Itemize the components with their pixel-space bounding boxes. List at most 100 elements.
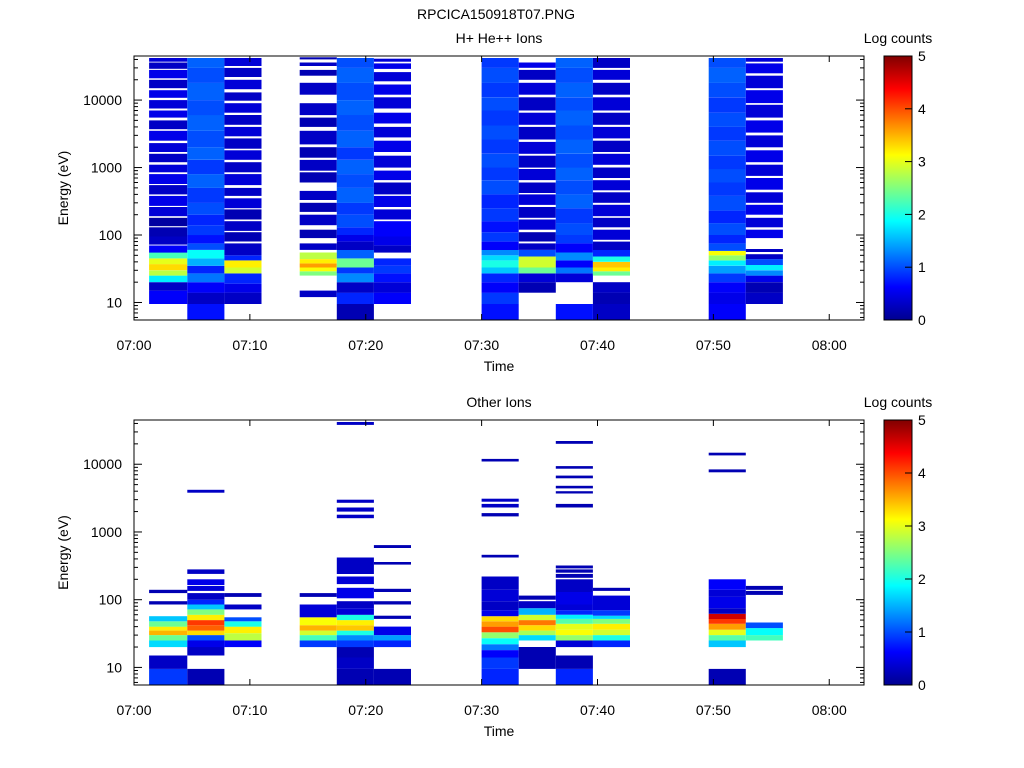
heatmap-cell [187, 174, 225, 188]
x-axis: 07:00 07:10 07:20 07:30 07:40 07:50 08:00 [116, 420, 847, 718]
heatmap-cell [224, 79, 262, 90]
heatmap-cell [336, 258, 374, 268]
y-axis-label: Energy (eV) [55, 151, 71, 226]
heatmap-cell [481, 616, 519, 622]
panel-title: Other Ions [466, 394, 531, 410]
heatmap-cell [481, 657, 519, 669]
heatmap-cell [149, 236, 188, 245]
heatmap-cell [708, 255, 746, 261]
heatmap-cell [518, 273, 556, 283]
heatmap-cell [518, 82, 556, 95]
heatmap-cell [149, 264, 188, 271]
heatmap-cell [373, 562, 411, 565]
heatmap-cell [592, 635, 630, 641]
heatmap-cell [518, 595, 556, 600]
heatmap-cell [336, 499, 374, 503]
heatmap-cell [149, 589, 188, 594]
heatmap-cell [224, 162, 262, 173]
heatmap-cell [187, 604, 225, 610]
figure-title: RPCICA150918T07.PNG [417, 6, 575, 22]
heatmap-cell [149, 601, 188, 605]
x-tick-label: 07:20 [348, 337, 383, 353]
heatmap-cell [373, 626, 411, 636]
heatmap-cell [299, 147, 337, 158]
heatmap-cell [592, 587, 630, 591]
heatmap-cell [187, 599, 225, 605]
heatmap-cell [336, 657, 374, 669]
heatmap-cell [555, 194, 593, 209]
heatmap-cell [592, 140, 630, 152]
heatmap-cell [592, 82, 630, 95]
heatmap-cell [708, 282, 746, 293]
heatmap-cell [555, 58, 593, 68]
heatmap-cell [336, 58, 374, 68]
heatmap-cell [149, 275, 188, 283]
heatmap-cell [555, 604, 593, 611]
heatmap-cell [336, 625, 374, 631]
heatmap-cell [555, 565, 593, 569]
heatmap-cell [708, 169, 746, 183]
heatmap-cell [336, 82, 374, 100]
heatmap-cell [518, 635, 556, 641]
heatmap-cell [299, 625, 337, 631]
heatmap-cell [708, 579, 746, 590]
heatmap-cell [149, 616, 188, 622]
heatmap-cell [481, 67, 519, 83]
heatmap-cell [708, 195, 746, 211]
heatmap-cell [555, 623, 593, 630]
heatmap-cell [481, 668, 519, 685]
heatmap-cell [708, 292, 746, 304]
heatmap-cell [592, 126, 630, 139]
heatmap-cell [224, 115, 262, 125]
heatmap-cell [708, 251, 746, 256]
heatmap-cell [149, 282, 188, 291]
x-axis-label: Time [484, 723, 515, 739]
heatmap-cell [373, 126, 411, 138]
heatmap-cell [149, 621, 188, 627]
heatmap-cell [745, 90, 783, 104]
panel-other-ions: Other Ions 07:00 07:10 07:20 07:30 07:40 07:50… [55, 394, 932, 739]
heatmap-cell [187, 225, 225, 236]
heatmap-cell [745, 635, 783, 641]
heatmap-cell [708, 182, 746, 196]
heatmap-cell [187, 630, 225, 636]
heatmap-cell [149, 252, 188, 259]
heatmap-cell [518, 647, 556, 658]
heatmap-cell [373, 265, 411, 274]
heatmap-cell [708, 155, 746, 170]
heatmap-cell [708, 618, 746, 624]
heatmap-cell [336, 115, 374, 131]
heatmap-cell [481, 621, 519, 627]
heatmap-cell [745, 628, 783, 636]
x-tick-label: 07:50 [696, 337, 731, 353]
heatmap-cell [481, 644, 519, 651]
panel-title: H+ He++ Ions [456, 30, 543, 46]
heatmap-cell [745, 585, 783, 590]
heatmap-cell [592, 261, 630, 268]
heatmap-cell [187, 243, 225, 250]
heatmap-cell [518, 232, 556, 242]
heatmap-cell [299, 159, 337, 171]
heatmap-cell [555, 153, 593, 168]
heatmap-cell [518, 657, 556, 669]
heatmap-cell [518, 625, 556, 631]
colorbar-tick-label: 0 [918, 312, 926, 328]
heatmap-cell [149, 668, 188, 685]
heatmap-cell [373, 236, 411, 246]
y-tick-label: 10000 [83, 92, 122, 108]
heatmap-cell [149, 120, 188, 130]
heatmap-cell [299, 635, 337, 641]
colorbar-tick-label: 3 [918, 154, 926, 170]
heatmap-cell [299, 82, 337, 95]
x-tick-label: 07:50 [696, 702, 731, 718]
x-tick-label: 07:00 [116, 702, 151, 718]
heatmap-cell [518, 267, 556, 274]
heatmap-cell [187, 67, 225, 83]
x-axis-label: Time [484, 358, 515, 374]
heatmap-cell [481, 208, 519, 222]
heatmap-cell [224, 617, 262, 622]
heatmap-cell [555, 491, 593, 494]
heatmap-cell [149, 245, 188, 253]
heatmap-cell [336, 147, 374, 160]
heatmap-cell [745, 63, 783, 74]
